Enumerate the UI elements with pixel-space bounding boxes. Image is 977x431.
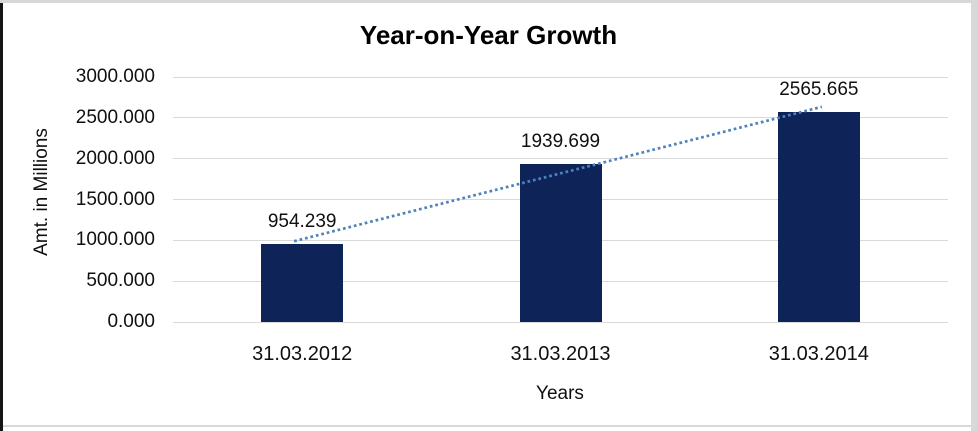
- frame-edge-top: [0, 0, 977, 3]
- x-category-label: 31.03.2012: [252, 343, 353, 365]
- y-tick-label: 1500.000: [75, 188, 155, 210]
- gridline: [173, 76, 948, 78]
- y-tick-label: 2000.000: [75, 147, 155, 169]
- y-tick-label: 500.000: [86, 270, 155, 292]
- y-tick-label: 3000.000: [75, 66, 155, 87]
- x-axis-title: Years: [536, 383, 584, 404]
- y-tick-label: 2500.000: [75, 106, 155, 128]
- bar: [777, 112, 860, 322]
- y-tick-label: 1000.000: [75, 229, 155, 251]
- y-tick-label: 0.000: [107, 311, 155, 332]
- frame-edge-right: [971, 0, 977, 431]
- bar-data-label: 954.239: [267, 211, 337, 233]
- y-axis-title: Amt. in Millions: [31, 128, 52, 256]
- frame-edge-bottom: [0, 425, 977, 427]
- frame-edge-left: [0, 3, 3, 431]
- bar-data-label: 2565.665: [779, 79, 859, 101]
- bar-data-label: 1939.699: [520, 130, 601, 152]
- bar: [261, 244, 344, 322]
- x-category-label: 31.03.2014: [768, 343, 869, 365]
- chart-title: Year-on-Year Growth: [359, 20, 618, 50]
- gridline: [173, 321, 948, 323]
- bar: [519, 163, 602, 322]
- x-category-label: 31.03.2013: [510, 343, 611, 365]
